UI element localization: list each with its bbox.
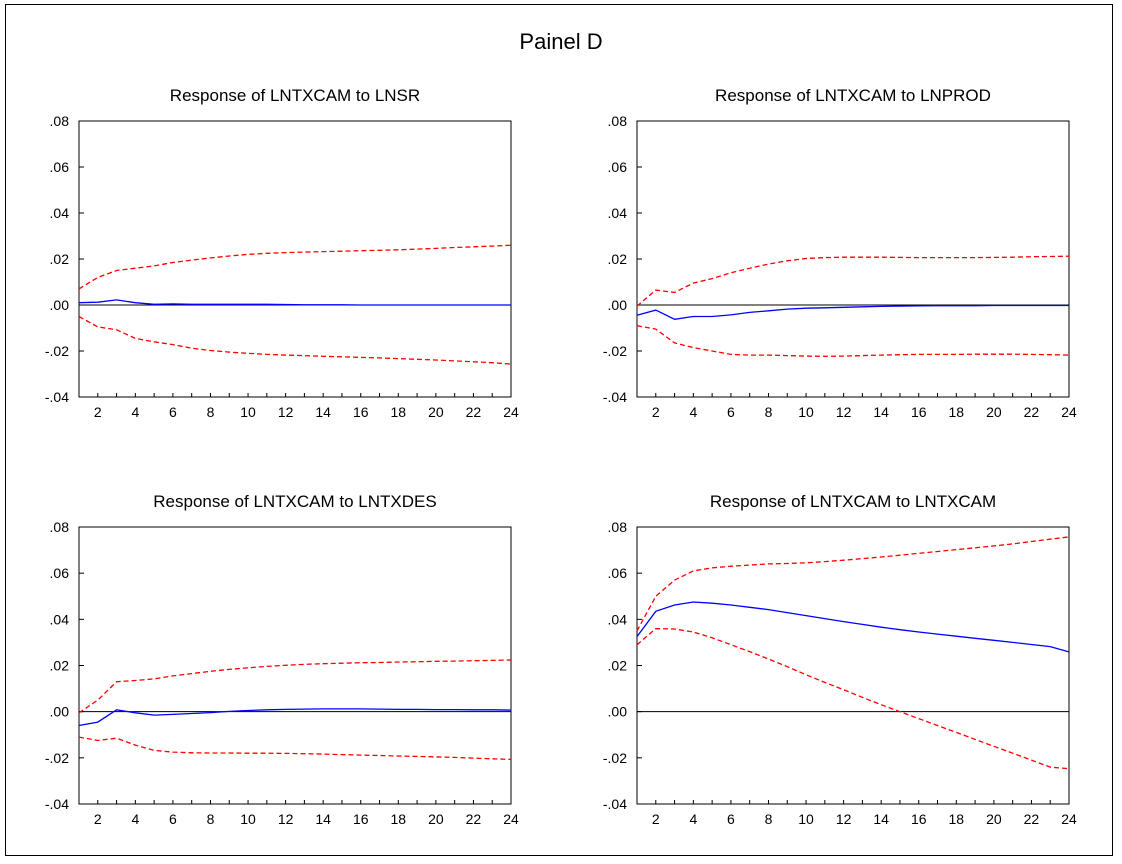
x-tick-label: 16 <box>911 811 927 827</box>
x-tick-label: 2 <box>652 404 660 420</box>
plot-area <box>636 120 1070 398</box>
x-tick-label: 22 <box>466 404 482 420</box>
x-tick-label: 16 <box>911 404 927 420</box>
x-tick-label: 20 <box>428 404 444 420</box>
x-tick-label: 2 <box>652 811 660 827</box>
y-tick-label: .06 <box>50 159 70 175</box>
x-tick-label: 2 <box>94 811 102 827</box>
panel-title: Response of LNTXCAM to LNSR <box>170 86 420 105</box>
y-tick-label: -.02 <box>45 343 69 359</box>
y-tick-label: .08 <box>50 113 70 129</box>
x-tick-label: 4 <box>131 404 139 420</box>
y-tick-label: -.04 <box>45 796 69 812</box>
x-tick-label: 6 <box>169 811 177 827</box>
x-tick-label: 24 <box>503 811 519 827</box>
y-tick-label: .06 <box>608 159 628 175</box>
y-tick-label: .04 <box>608 205 628 221</box>
x-tick-label: 22 <box>466 811 482 827</box>
x-tick-label: 12 <box>836 811 852 827</box>
y-tick-label: -.02 <box>45 750 69 766</box>
panel-title: Response of LNTXCAM to LNTXCAM <box>710 492 996 511</box>
x-tick-label: 14 <box>873 404 889 420</box>
x-tick-label: 18 <box>949 811 965 827</box>
x-tick-label: 4 <box>689 404 697 420</box>
y-tick-label: .04 <box>50 611 70 627</box>
y-tick-label: .00 <box>50 704 70 720</box>
y-tick-label: -.04 <box>603 389 627 405</box>
x-tick-label: 12 <box>278 404 294 420</box>
y-tick-label: .00 <box>608 297 628 313</box>
y-tick-label: .02 <box>50 251 70 267</box>
x-tick-label: 6 <box>727 811 735 827</box>
y-tick-label: .08 <box>50 519 70 535</box>
x-tick-label: 10 <box>240 404 256 420</box>
x-tick-label: 12 <box>836 404 852 420</box>
x-tick-label: 24 <box>1061 404 1077 420</box>
figure-title: Painel D <box>519 29 603 54</box>
plot-area <box>636 526 1070 805</box>
y-tick-label: .04 <box>608 611 628 627</box>
y-tick-label: .08 <box>608 113 628 129</box>
x-tick-label: 8 <box>765 404 773 420</box>
x-tick-label: 2 <box>94 404 102 420</box>
x-tick-label: 14 <box>315 404 331 420</box>
response-line <box>78 299 511 306</box>
confidence-band-upper <box>78 244 512 290</box>
response-line <box>78 708 512 727</box>
panel-title: Response of LNTXCAM to LNTXDES <box>153 492 436 511</box>
y-tick-label: -.02 <box>603 750 627 766</box>
x-tick-label: 22 <box>1024 404 1040 420</box>
figure-frame <box>5 4 1113 856</box>
x-tick-label: 20 <box>986 404 1002 420</box>
y-tick-label: .08 <box>608 519 628 535</box>
x-tick-label: 8 <box>207 404 215 420</box>
x-tick-label: 6 <box>169 404 177 420</box>
y-tick-label: .06 <box>50 565 70 581</box>
x-tick-label: 16 <box>353 811 369 827</box>
plot-area <box>78 526 512 805</box>
response-line <box>636 601 1070 653</box>
y-tick-label: -.04 <box>45 389 69 405</box>
y-tick-label: .00 <box>50 297 70 313</box>
x-tick-label: 14 <box>315 811 331 827</box>
x-tick-label: 10 <box>798 404 814 420</box>
panel-title: Response of LNTXCAM to LNPROD <box>715 86 991 105</box>
y-tick-label: -.04 <box>603 796 627 812</box>
confidence-band-lower <box>78 736 512 761</box>
confidence-band-lower <box>636 627 1070 770</box>
plot-area <box>78 120 512 398</box>
confidence-band-upper <box>636 255 1070 307</box>
x-tick-label: 12 <box>278 811 294 827</box>
x-tick-label: 10 <box>240 811 256 827</box>
x-tick-label: 16 <box>353 404 369 420</box>
x-tick-label: 8 <box>207 811 215 827</box>
y-tick-label: .04 <box>50 205 70 221</box>
confidence-band-lower <box>636 325 1070 357</box>
y-tick-label: -.02 <box>603 343 627 359</box>
response-line <box>636 304 1069 320</box>
x-tick-label: 6 <box>727 404 735 420</box>
x-tick-label: 22 <box>1024 811 1040 827</box>
x-tick-label: 4 <box>131 811 139 827</box>
x-tick-label: 4 <box>689 811 697 827</box>
x-tick-label: 18 <box>391 404 407 420</box>
y-tick-label: .02 <box>50 658 70 674</box>
y-tick-label: .02 <box>608 658 628 674</box>
x-tick-label: 18 <box>949 404 965 420</box>
confidence-band-lower <box>78 315 512 365</box>
x-tick-label: 14 <box>873 811 889 827</box>
x-tick-label: 24 <box>503 404 519 420</box>
x-tick-label: 8 <box>765 811 773 827</box>
x-tick-label: 20 <box>986 811 1002 827</box>
x-tick-label: 20 <box>428 811 444 827</box>
x-tick-label: 24 <box>1061 811 1077 827</box>
x-tick-label: 10 <box>798 811 814 827</box>
x-tick-label: 18 <box>391 811 407 827</box>
y-tick-label: .02 <box>608 251 628 267</box>
y-tick-label: .00 <box>608 704 628 720</box>
confidence-band-upper <box>636 536 1070 632</box>
y-tick-label: .06 <box>608 565 628 581</box>
confidence-band-upper <box>78 659 512 714</box>
